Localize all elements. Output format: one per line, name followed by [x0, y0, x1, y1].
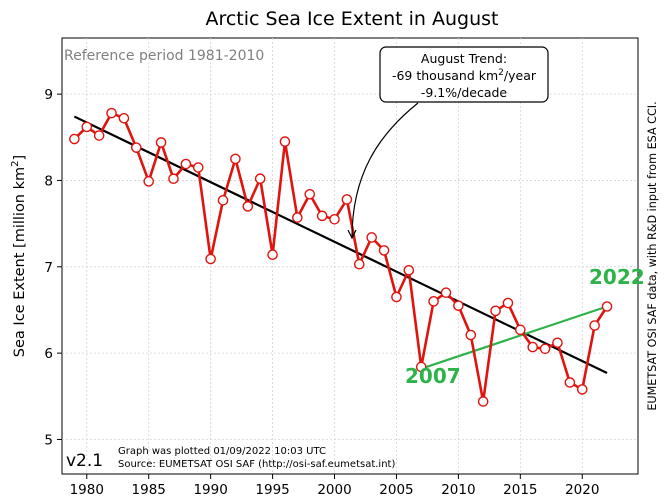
data-point — [403, 264, 415, 276]
data-point — [279, 136, 291, 147]
y-axis-label: Sea Ice Extent [million km2] — [10, 155, 28, 357]
data-point — [292, 212, 303, 223]
x-tick-label: 2010 — [441, 482, 475, 498]
data-point — [428, 296, 439, 307]
data-point — [601, 301, 613, 312]
trend-box — [379, 46, 549, 103]
data-point — [391, 291, 402, 303]
y-tick-label: 7 — [44, 260, 53, 276]
x-axis: 1980 1985 1990 1995 2000 2005 2010 2015 2020 — [70, 474, 599, 498]
x-tick-label: 1995 — [255, 482, 289, 498]
data-point — [527, 341, 539, 353]
chart-title: Arctic Sea Ice Extent in August — [205, 8, 498, 30]
data-point — [576, 384, 588, 395]
data-point — [341, 194, 353, 205]
version-label: v2.1 — [66, 451, 103, 471]
trend-box-line-2-main: -69 thousand km — [392, 68, 498, 83]
data-point — [217, 195, 229, 206]
footer-source: Source: EUMETSAT OSI SAF (http://osi-saf… — [118, 459, 395, 470]
data-point — [366, 232, 377, 243]
data-point — [353, 258, 365, 270]
y-axis: 5 6 7 8 9 — [44, 87, 62, 448]
x-tick-label: 1990 — [193, 482, 227, 498]
data-point — [329, 214, 340, 225]
side-note: EUMETSAT OSI SAF data, with R&D input fr… — [646, 101, 659, 410]
sea-ice-series — [69, 107, 613, 407]
label-2007: 2007 — [405, 364, 461, 388]
data-point — [106, 107, 117, 119]
data-point — [564, 377, 576, 388]
x-tick-label: 1985 — [132, 482, 166, 498]
x-tick-label: 2015 — [503, 482, 537, 498]
data-point — [465, 329, 477, 341]
data-point — [155, 137, 167, 148]
x-tick-label: 1980 — [70, 482, 104, 498]
data-point — [242, 201, 254, 212]
x-tick-label: 2020 — [565, 482, 599, 498]
data-point — [490, 305, 501, 317]
y-tick-label: 9 — [44, 87, 53, 103]
data-point — [143, 176, 155, 187]
data-point — [453, 300, 464, 311]
plot-frame — [61, 37, 639, 475]
trend-box-line-2-end: /year — [504, 68, 537, 83]
trend-box-line-3: -9.1%/decade — [421, 85, 508, 100]
footer-plotted: Graph was plotted 01/09/2022 10:03 UTC — [118, 446, 326, 457]
data-point — [440, 287, 452, 298]
data-point — [93, 130, 105, 141]
data-point — [69, 133, 80, 145]
reference-period-text: Reference period 1981-2010 — [64, 48, 264, 64]
y-tick-label: 6 — [44, 346, 53, 362]
data-point — [515, 324, 526, 336]
y-axis-label-end: ] — [12, 155, 28, 161]
data-point — [168, 173, 179, 185]
data-point — [378, 245, 390, 256]
data-point — [415, 361, 427, 373]
data-point — [254, 173, 266, 185]
trend-annotation-arrow — [352, 102, 419, 238]
data-point — [267, 249, 278, 261]
data-point — [316, 210, 328, 222]
data-point — [131, 142, 142, 153]
data-point — [552, 337, 563, 349]
data-point — [589, 320, 600, 331]
data-point — [477, 396, 489, 407]
data-point — [539, 343, 551, 355]
y-axis-label-superscript: 2 — [10, 160, 21, 166]
data-point — [304, 188, 316, 200]
data-point — [502, 297, 514, 309]
data-point — [118, 112, 130, 124]
y-tick-label: 8 — [44, 173, 53, 189]
grid — [62, 38, 638, 474]
data-point — [180, 158, 192, 170]
x-tick-label: 2000 — [317, 482, 351, 498]
green-2007-2022-line — [420, 305, 608, 370]
x-tick-label: 2005 — [379, 482, 413, 498]
trend-box-line-2: -69 thousand km2/year — [392, 68, 537, 83]
data-point — [192, 162, 204, 173]
trend-box-line-2-superscript: 2 — [498, 68, 504, 78]
y-axis-label-main: Sea Ice Extent [million km — [12, 167, 28, 357]
data-point — [230, 153, 241, 165]
data-point — [81, 121, 93, 133]
data-point — [205, 253, 216, 265]
label-2022: 2022 — [589, 265, 645, 289]
y-tick-label: 5 — [44, 432, 53, 448]
trend-box-line-1: August Trend: — [421, 51, 507, 66]
